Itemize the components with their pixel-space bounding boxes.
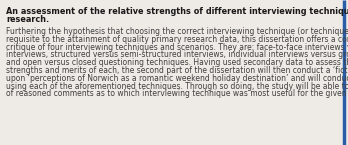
Text: and open versus closed questioning techniques. Having used secondary data to ass: and open versus closed questioning techn… [6,58,348,67]
Text: requisite to the attainment of quality primary research data, this dissertation : requisite to the attainment of quality p… [6,35,348,44]
Text: interviews, structured versus semi-structured interviews, individual interviews : interviews, structured versus semi-struc… [6,50,348,59]
Text: Furthering the hypothesis that choosing the correct interviewing technique (or t: Furthering the hypothesis that choosing … [6,27,348,36]
Text: critique of four interviewing techniques and scenarios. They are: face-to-face i: critique of four interviewing techniques… [6,43,348,52]
Text: An assessment of the relative strengths of different interviewing techniques wit: An assessment of the relative strengths … [6,7,348,16]
Text: of reasoned comments as to which interviewing technique was most useful for the : of reasoned comments as to which intervi… [6,89,348,98]
Text: upon ‘perceptions of Norwich as a romantic weekend holiday destination’ and will: upon ‘perceptions of Norwich as a romant… [6,74,348,83]
Text: strengths and merits of each, the second part of the dissertation will then cond: strengths and merits of each, the second… [6,66,348,75]
Text: research.: research. [6,16,49,25]
Text: using each of the aforementioned techniques. Through so doing, the study will be: using each of the aforementioned techniq… [6,82,348,91]
